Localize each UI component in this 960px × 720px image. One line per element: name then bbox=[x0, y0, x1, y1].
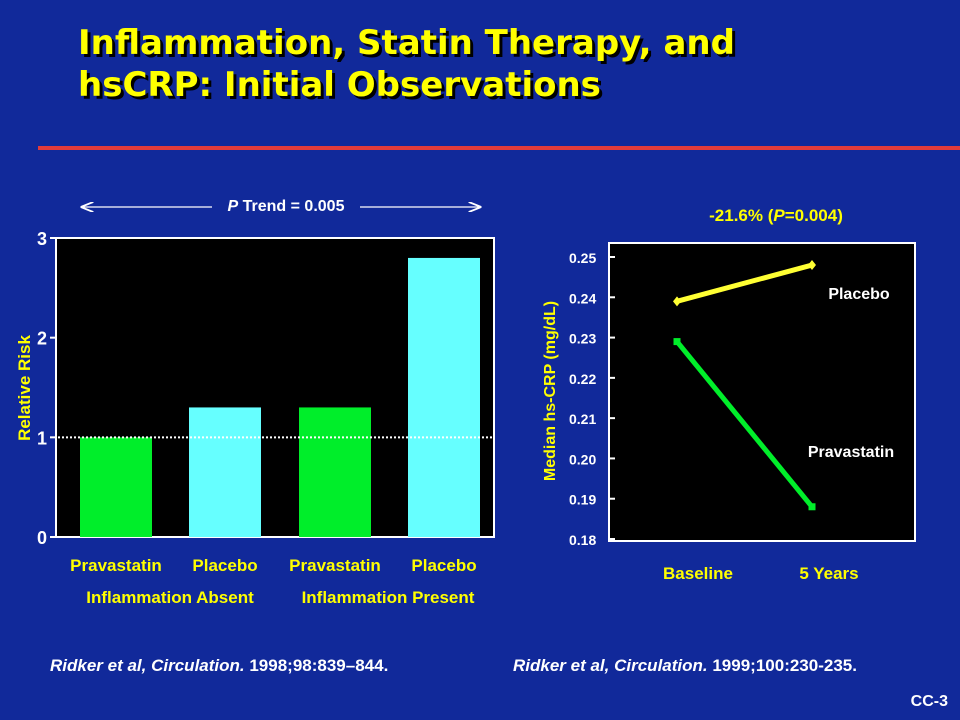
pravastatin-point bbox=[673, 338, 681, 346]
slide-title: Inflammation, Statin Therapy, and hsCRP:… bbox=[78, 22, 938, 106]
p-trend-label: P Trend = 0.005 bbox=[228, 198, 345, 215]
line-x-label: Baseline bbox=[663, 564, 733, 583]
line-y-tick-label: 0.21 bbox=[569, 411, 596, 427]
line-y-tick-label: 0.22 bbox=[569, 371, 596, 387]
placebo-line bbox=[676, 262, 813, 304]
bar-placebo-present bbox=[408, 257, 480, 537]
reference-right: Ridker et al, Circulation. 1999;100:230-… bbox=[513, 656, 857, 676]
reduction-pct: -21.6% ( bbox=[709, 206, 774, 225]
line-x-label: 5 Years bbox=[799, 564, 858, 583]
bar-category-label: Pravastatin bbox=[70, 556, 162, 575]
bar-y-ticks: 0 1 2 3 bbox=[37, 229, 56, 548]
reference-right-citation: 1999;100:230-235. bbox=[707, 656, 857, 675]
placebo-point bbox=[673, 296, 681, 307]
line-y-tick-label: 0.19 bbox=[569, 492, 596, 508]
line-y-tick-label: 0.23 bbox=[569, 331, 596, 347]
title-line-1: Inflammation, Statin Therapy, and bbox=[78, 23, 735, 63]
line-y-tick-label: 0.20 bbox=[569, 451, 596, 467]
reference-left: Ridker et al, Circulation. 1998;98:839–8… bbox=[50, 656, 388, 676]
p-trend-text: Trend = 0.005 bbox=[238, 198, 344, 215]
reduction-annotation: -21.6% (P=0.004) bbox=[709, 206, 843, 225]
reduction-p-value: =0.004) bbox=[785, 206, 843, 225]
p-trend-label-bg bbox=[212, 196, 360, 214]
pravastatin-point bbox=[808, 503, 816, 511]
bar-y-tick-label: 3 bbox=[37, 229, 47, 249]
reference-left-citation: 1998;98:839–844. bbox=[244, 656, 389, 675]
bar-pravastatin-absent bbox=[80, 437, 152, 537]
group-label-absent: Inflammation Absent bbox=[86, 588, 254, 607]
bar-category-label: Pravastatin bbox=[289, 556, 381, 575]
bar-y-tick-label: 0 bbox=[37, 528, 47, 548]
bar-pravastatin-present bbox=[299, 407, 371, 537]
right-chart: -21.6% (P=0.004) 0.18 0.19 0.20 0.21 0.22 0.2… bbox=[542, 206, 916, 583]
bar-category-label: Placebo bbox=[192, 556, 257, 575]
bar-category-labels: Pravastatin Placebo Pravastatin Placebo bbox=[70, 556, 476, 575]
bars bbox=[80, 257, 480, 537]
line-plot-area bbox=[608, 242, 916, 542]
title-line-2: hsCRP: Initial Observations bbox=[78, 65, 601, 105]
line-x-labels: Baseline 5 Years bbox=[663, 564, 859, 583]
line-series bbox=[673, 260, 816, 511]
placebo-series-label: Placebo bbox=[828, 286, 890, 303]
slide-id: CC-3 bbox=[910, 693, 948, 710]
line-y-tick-label: 0.25 bbox=[569, 250, 596, 266]
reference-left-journal: Circulation. bbox=[151, 656, 245, 675]
left-y-axis-label: Relative Risk bbox=[15, 335, 34, 441]
line-y-tick-label: 0.24 bbox=[569, 290, 596, 306]
right-y-axis-label: Median hs-CRP (mg/dL) bbox=[542, 301, 559, 481]
reduction-p: P bbox=[773, 206, 785, 225]
pravastatin-series-label: Pravastatin bbox=[808, 444, 894, 461]
bar-y-tick-label: 1 bbox=[37, 428, 47, 448]
reference-right-journal: Circulation. bbox=[614, 656, 708, 675]
bar-category-label: Placebo bbox=[411, 556, 476, 575]
placebo-point bbox=[808, 260, 816, 271]
reference-right-authors: Ridker et al, bbox=[513, 656, 615, 675]
reference-left-authors: Ridker et al, bbox=[50, 656, 152, 675]
bar-y-tick-label: 2 bbox=[37, 329, 47, 349]
pravastatin-line bbox=[675, 340, 814, 509]
line-y-tick-label: 0.18 bbox=[569, 532, 596, 548]
group-label-present: Inflammation Present bbox=[302, 588, 475, 607]
title-divider bbox=[38, 146, 960, 150]
p-trend-p: P bbox=[228, 198, 239, 215]
line-y-ticks: 0.18 0.19 0.20 0.21 0.22 0.23 0.24 0.25 bbox=[569, 250, 615, 548]
bar-placebo-absent bbox=[189, 407, 261, 537]
